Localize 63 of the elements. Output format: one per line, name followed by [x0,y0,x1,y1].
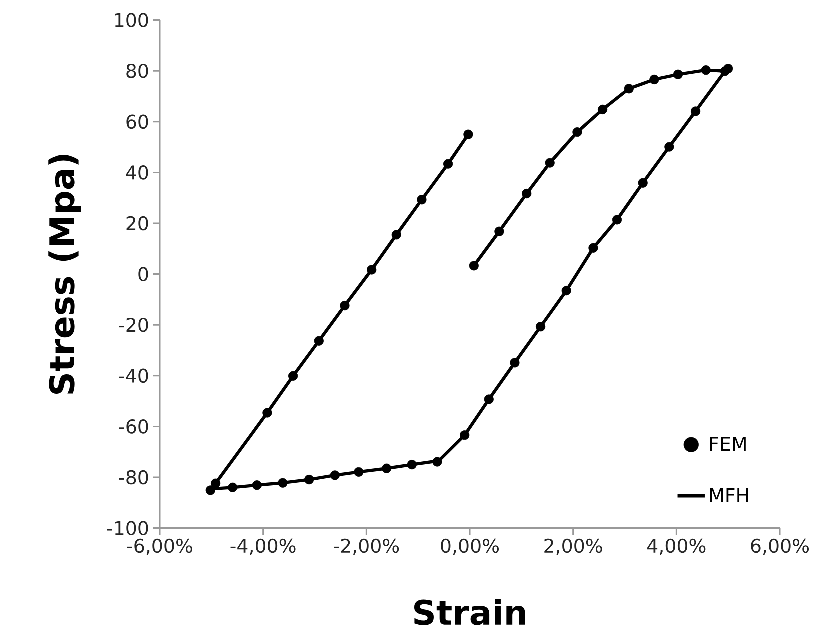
y-tick-label: -20 [119,318,148,332]
x-tick-label: 4,00% [648,538,706,556]
point [522,188,532,199]
y-tick-label: -60 [119,420,148,434]
x-tick-label: 2,00% [544,538,602,556]
point [278,478,288,488]
legend-label: FEM [710,437,746,452]
y-tick-label: 100 [115,13,148,28]
point [211,478,221,488]
point [340,300,350,311]
point [354,467,364,477]
point [484,394,494,404]
point [330,470,340,480]
point [444,159,454,169]
x-axis-title: Strain [414,599,526,626]
y-tick-label: -100 [107,521,148,536]
point [494,226,504,236]
point [464,130,474,140]
point [572,128,582,138]
point [304,474,314,485]
point [432,457,442,467]
point [690,106,701,116]
y-tick-label: -40 [119,368,148,384]
point [536,322,546,332]
y-tick-label: 0 [138,267,148,282]
point [510,358,520,368]
point [252,480,262,490]
point [228,482,238,492]
legend-label: MFH [710,488,748,502]
y-tick-label: 40 [126,166,148,180]
point [650,74,660,85]
point [664,142,674,152]
point [206,486,216,496]
y-tick-label: 80 [126,64,148,78]
point [701,66,711,76]
y-tick-label: -80 [119,470,148,485]
x-tick-label: 6,00% [751,538,810,556]
point [382,464,392,474]
point [598,104,608,115]
point [469,261,479,271]
point [638,178,648,188]
y-tick-label: 20 [126,216,148,231]
point [562,286,572,296]
point [407,460,417,470]
point [673,70,684,80]
y-tick-label: 60 [126,114,148,130]
point [612,215,622,225]
x-tick-label: -2,00% [334,538,400,556]
point [624,84,634,94]
x-tick-label: -6,00% [127,538,192,556]
point [262,408,272,418]
point [417,195,427,205]
point [288,371,298,381]
point [314,336,324,346]
point [588,243,598,253]
x-tick-label: 0,00% [441,538,500,556]
y-axis-title: Stress (Mpa) [48,155,82,394]
point [460,430,470,440]
point [724,64,734,74]
point [367,265,377,275]
x-tick-label: -4,00% [230,538,296,556]
point [545,158,555,168]
point [392,230,402,240]
